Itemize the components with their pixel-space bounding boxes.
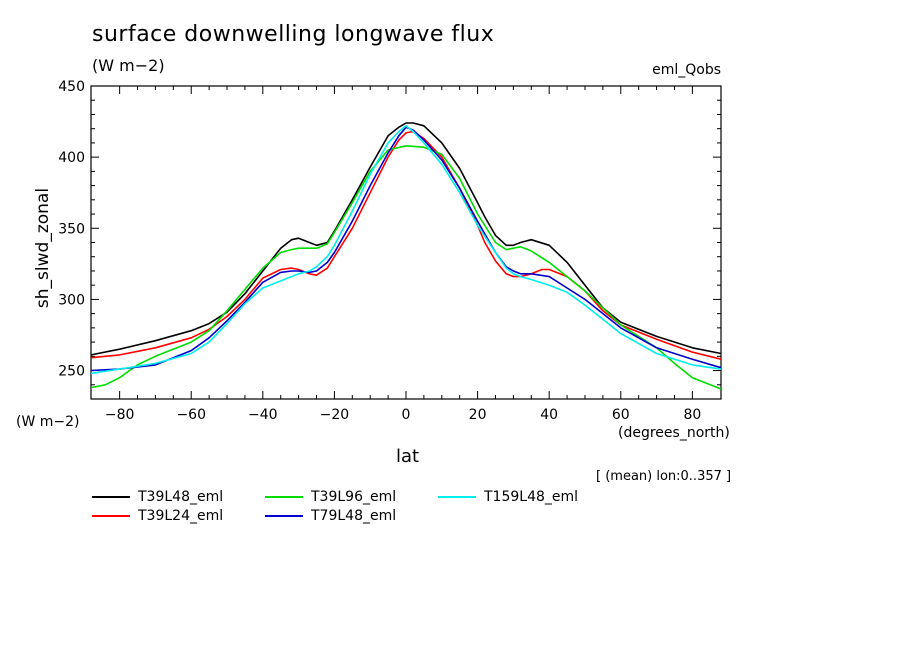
legend-swatch (438, 496, 476, 498)
legend-swatch (265, 515, 303, 517)
plot-axes: −80 −60 −40 −20 0 20 40 60 80 250 300 350 400 450 (58, 79, 722, 423)
x-tick-label: 60 (612, 407, 630, 423)
series-line-T39L24_eml (90, 130, 722, 360)
y-tick-label: 300 (58, 292, 85, 308)
y-axis-label: sh_slwd_zonal (33, 187, 53, 309)
legend-item: T39L96_eml (265, 488, 396, 506)
series-line-T159L48_eml (90, 125, 722, 375)
y-tick-label: 250 (58, 364, 85, 380)
legend-swatch (265, 496, 303, 498)
x-tick-label: 0 (402, 407, 411, 423)
legend-swatch (92, 515, 130, 517)
x-tick-label: −20 (320, 407, 350, 423)
chart-title: surface downwelling longwave flux (92, 22, 495, 47)
series-line-T79L48_eml (90, 126, 722, 372)
averaging-note: [ (mean) lon:0..357 ] (596, 469, 732, 484)
legend-item: T39L24_eml (92, 507, 223, 525)
y-tick-label: 400 (58, 150, 85, 166)
x-axis-units: (degrees_north) (618, 425, 730, 441)
legend-item: T159L48_eml (438, 488, 578, 506)
y-axis-units: (W m−2) (16, 414, 80, 430)
series-line-T39L48_eml (90, 122, 722, 356)
dataset-label: eml_Qobs (652, 62, 721, 78)
legend-item: T79L48_eml (265, 507, 396, 525)
series-lines (90, 122, 722, 390)
x-tick-label: 40 (540, 407, 558, 423)
legend-label: T79L48_eml (311, 508, 397, 524)
x-tick-label: 80 (683, 407, 701, 423)
x-tick-label: −80 (105, 407, 135, 423)
legend-label: T39L24_eml (138, 508, 224, 524)
legend-label: T159L48_eml (484, 489, 579, 505)
legend-label: T39L48_eml (138, 489, 224, 505)
legend-label: T39L96_eml (311, 489, 397, 505)
x-axis-label: lat (396, 446, 420, 467)
legend-swatch (92, 496, 130, 498)
x-tick-label: −60 (176, 407, 206, 423)
legend-item: T39L48_eml (92, 488, 223, 506)
x-tick-label: −40 (248, 407, 278, 423)
series-line-T39L96_eml (90, 145, 722, 390)
x-tick-label: 20 (469, 407, 487, 423)
y-tick-label: 450 (58, 79, 85, 95)
y-tick-label: 350 (58, 221, 85, 237)
title-units: (W m−2) (92, 56, 165, 75)
